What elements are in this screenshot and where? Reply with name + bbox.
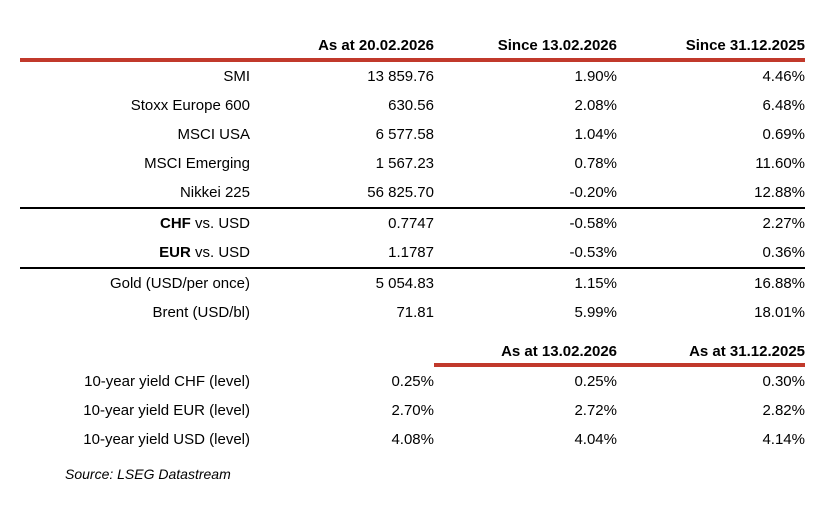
table2-header-row: As at 13.02.2026 As at 31.12.2025 (20, 341, 805, 363)
change-since-ytd: 2.27% (762, 215, 805, 232)
change-since-ytd: 18.01% (754, 304, 805, 321)
change-since-ytd: 4.46% (762, 68, 805, 85)
instrument-label-text: vs. USD (190, 244, 250, 261)
table-row: Nikkei 225 56 825.70 -0.20% 12.88% (20, 178, 805, 207)
yield-current: 0.25% (391, 373, 434, 390)
change-since-week: -0.20% (569, 184, 617, 201)
instrument-label-text: Nikkei 225 (179, 184, 250, 201)
instrument-label-text: Stoxx Europe 600 (130, 97, 250, 114)
table1-header-asof: As at 20.02.2026 (318, 37, 434, 54)
value-asof: 1 567.23 (375, 155, 434, 172)
instrument-label-text: Gold (USD/per once) (109, 275, 250, 292)
market-overview-table: As at 20.02.2026 Since 13.02.2026 Since … (20, 0, 805, 482)
value-asof: 56 825.70 (367, 184, 434, 201)
yield-current: 2.70% (391, 402, 434, 419)
instrument-label: Gold (USD/per once) (20, 269, 250, 298)
table2-header-empty (20, 341, 250, 363)
instrument-label-prefix: EUR (159, 244, 191, 261)
instrument-label: Brent (USD/bl) (20, 298, 250, 327)
yield-asof-ytd: 4.14% (762, 431, 805, 448)
table2-header-empty (250, 341, 434, 363)
table1-header-row: As at 20.02.2026 Since 13.02.2026 Since … (20, 34, 805, 58)
value-asof: 1.1787 (388, 244, 434, 261)
instrument-label: 10-year yield USD (level) (83, 431, 250, 448)
change-since-ytd: 0.69% (762, 126, 805, 143)
change-since-week: 0.78% (574, 155, 617, 172)
change-since-ytd: 0.36% (762, 244, 805, 261)
table-row: 10-year yield EUR (level) 2.70% 2.72% 2.… (20, 396, 805, 425)
change-since-week: 1.04% (574, 126, 617, 143)
table1-header-since-week: Since 13.02.2026 (497, 37, 617, 54)
change-since-week: 1.90% (574, 68, 617, 85)
yield-asof-week: 2.72% (574, 402, 617, 419)
instrument-label-text: Brent (USD/bl) (152, 304, 250, 321)
instrument-label: 10-year yield EUR (level) (83, 402, 250, 419)
table-row: MSCI USA 6 577.58 1.04% 0.69% (20, 120, 805, 149)
yield-asof-week: 4.04% (574, 431, 617, 448)
change-since-week: 1.15% (574, 275, 617, 292)
instrument-label: EUR vs. USD (20, 238, 250, 267)
instrument-label: Nikkei 225 (20, 178, 250, 207)
change-since-week: 5.99% (574, 304, 617, 321)
table-row: Gold (USD/per once) 5 054.83 1.15% 16.88… (20, 269, 805, 298)
yield-asof-week: 0.25% (574, 373, 617, 390)
table2-header-asof-ytd: As at 31.12.2025 (689, 343, 805, 360)
change-since-week: 2.08% (574, 97, 617, 114)
table-row: SMI 13 859.76 1.90% 4.46% (20, 62, 805, 91)
table-row: Stoxx Europe 600 630.56 2.08% 6.48% (20, 91, 805, 120)
value-asof: 630.56 (388, 97, 434, 114)
source-note: Source: LSEG Datastream (65, 466, 231, 482)
yield-asof-ytd: 2.82% (762, 402, 805, 419)
red-rule-top (20, 58, 805, 62)
change-since-week: -0.58% (569, 215, 617, 232)
yield-asof-ytd: 0.30% (762, 373, 805, 390)
instrument-label-text: MSCI Emerging (144, 155, 250, 172)
instrument-label-prefix: CHF (159, 215, 191, 232)
instrument-label: Stoxx Europe 600 (20, 91, 250, 120)
change-since-ytd: 12.88% (754, 184, 805, 201)
change-since-week: -0.53% (569, 244, 617, 261)
table1-header-empty (20, 34, 250, 58)
table1-header-since-ytd: Since 31.12.2025 (685, 37, 805, 54)
value-asof: 71.81 (396, 304, 434, 321)
instrument-label: CHF vs. USD (20, 209, 250, 238)
change-since-ytd: 16.88% (754, 275, 805, 292)
instrument-label: SMI (20, 62, 250, 91)
table-row: EUR vs. USD 1.1787 -0.53% 0.36% (20, 238, 805, 267)
table2-header-asof-week: As at 13.02.2026 (501, 343, 617, 360)
instrument-label-text: SMI (223, 68, 250, 85)
value-asof: 6 577.58 (375, 126, 434, 143)
table-row: 10-year yield USD (level) 4.08% 4.04% 4.… (20, 425, 805, 454)
value-asof: 0.7747 (388, 215, 434, 232)
table-row: Brent (USD/bl) 71.81 5.99% 18.01% (20, 298, 805, 327)
section-divider (20, 267, 805, 269)
table-row: 10-year yield CHF (level) 0.25% 0.25% 0.… (20, 367, 805, 396)
instrument-label-text: vs. USD (190, 215, 250, 232)
instrument-label: 10-year yield CHF (level) (84, 373, 250, 390)
table-row: MSCI Emerging 1 567.23 0.78% 11.60% (20, 149, 805, 178)
red-rule-yields (434, 363, 805, 367)
instrument-label: MSCI USA (20, 120, 250, 149)
table-row: CHF vs. USD 0.7747 -0.58% 2.27% (20, 209, 805, 238)
instrument-label-text: MSCI USA (177, 126, 250, 143)
value-asof: 13 859.76 (367, 68, 434, 85)
value-asof: 5 054.83 (375, 275, 434, 292)
table-gap (20, 327, 805, 341)
change-since-ytd: 11.60% (755, 155, 805, 172)
yield-current: 4.08% (391, 431, 434, 448)
instrument-label: MSCI Emerging (20, 149, 250, 178)
section-divider (20, 207, 805, 209)
change-since-ytd: 6.48% (762, 97, 805, 114)
